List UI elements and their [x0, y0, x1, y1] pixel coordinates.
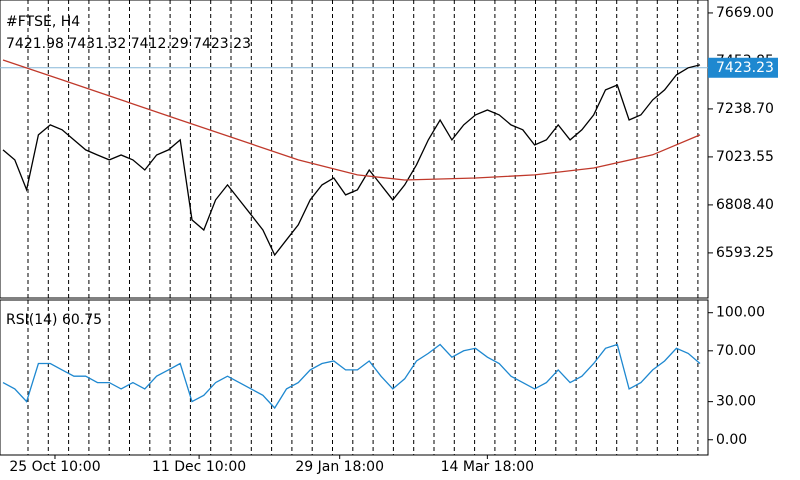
y-tick-label: 6593.25	[716, 245, 774, 261]
rsi-name: RSI(14)	[6, 312, 57, 328]
low: 7412.29	[131, 36, 189, 52]
series-line	[2, 64, 701, 257]
y-tick-label: 7238.70	[716, 101, 774, 117]
high: 7431.32	[68, 36, 126, 52]
rsi-panel	[0, 299, 709, 456]
main-panel	[0, 0, 709, 299]
rsi-title: RSI(14) 60.75	[6, 312, 102, 328]
separators	[27, 0, 699, 455]
series-line	[2, 343, 701, 410]
x-tick-label: 29 Jan 18:00	[295, 459, 384, 475]
y-tick-label: 0.00	[716, 432, 747, 448]
price-label: 7423.23	[716, 60, 774, 76]
series-line	[2, 59, 701, 181]
y-tick-label: 7669.00	[716, 5, 774, 21]
ohlc: 7421.98 7431.32 7412.29 7423.23	[6, 36, 251, 52]
rsi-value: 60.75	[62, 312, 102, 328]
y-tick-label: 30.00	[716, 394, 756, 410]
y-tick-label: 100.00	[716, 305, 765, 321]
open: 7421.98	[6, 36, 64, 52]
x-tick-label: 25 Oct 10:00	[9, 459, 100, 475]
x-tick-label: 14 Mar 18:00	[441, 459, 534, 475]
y-tick-label: 6808.40	[716, 197, 774, 213]
x-tick-label: 11 Dec 10:00	[152, 459, 246, 475]
y-tick-label: 7023.55	[716, 149, 774, 165]
y-tick-label: 70.00	[716, 343, 756, 359]
close: 7423.23	[193, 36, 251, 52]
price-label-box	[708, 57, 778, 78]
chart-title: #FTSE, H4	[6, 14, 80, 30]
